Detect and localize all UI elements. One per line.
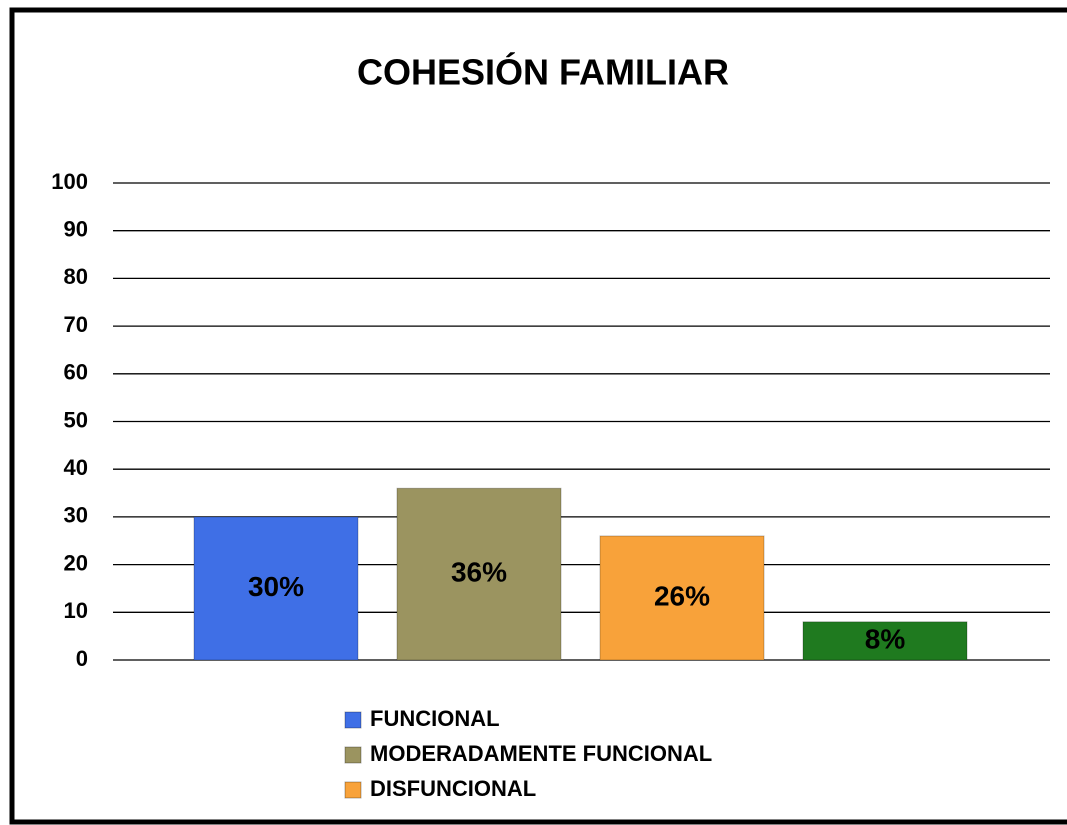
legend-label: FUNCIONAL xyxy=(370,706,500,731)
data-label: 8% xyxy=(865,623,906,654)
data-label: 26% xyxy=(654,580,710,611)
y-tick-label: 80 xyxy=(64,264,88,289)
bar xyxy=(802,621,968,661)
data-label: 36% xyxy=(451,557,507,588)
y-tick-label: 60 xyxy=(64,360,88,385)
y-tick-label: 90 xyxy=(64,217,88,242)
y-tick-label: 10 xyxy=(64,598,88,623)
legend-swatch xyxy=(344,711,362,729)
data-label: 30% xyxy=(248,571,304,602)
frame xyxy=(9,7,1067,825)
bar xyxy=(193,516,359,661)
bar xyxy=(396,487,562,661)
y-tick-label: 70 xyxy=(64,312,88,337)
legend-label: DISFUNCIONAL xyxy=(370,776,536,801)
y-tick-label: 50 xyxy=(64,407,88,432)
legend-swatch xyxy=(344,781,362,799)
chart-title: COHESIÓN FAMILIAR xyxy=(357,51,729,93)
y-tick-label: 100 xyxy=(51,169,88,194)
y-tick-label: 20 xyxy=(64,550,88,575)
y-tick-label: 0 xyxy=(76,646,88,671)
bar xyxy=(599,535,765,661)
y-tick-label: 40 xyxy=(64,455,88,480)
legend-label: MODERADAMENTE FUNCIONAL xyxy=(370,741,712,766)
y-tick-label: 30 xyxy=(64,503,88,528)
legend-swatch xyxy=(344,746,362,764)
